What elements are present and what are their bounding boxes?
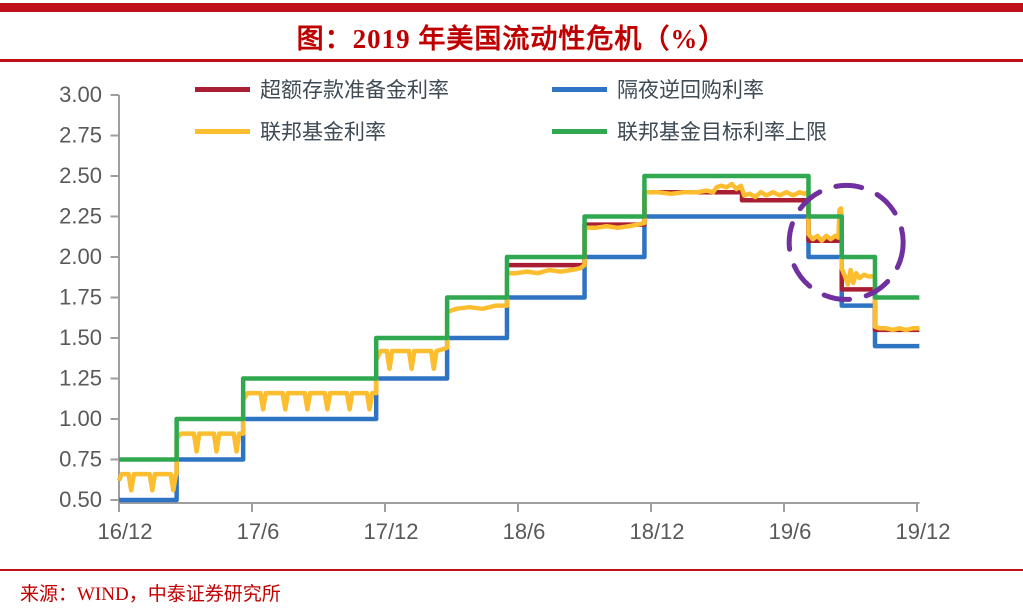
chart-title: 图：2019 年美国流动性危机（%） — [296, 24, 727, 54]
y-tick-label: 2.75 — [59, 123, 102, 148]
x-tick-label: 18/12 — [629, 519, 684, 544]
x-tick-label: 19/12 — [895, 519, 950, 544]
bottom-red-rule — [0, 569, 1023, 571]
x-tick-label: 17/12 — [363, 519, 418, 544]
legend-item-onrrp: 隔夜逆回购利率 — [552, 76, 764, 102]
legend-item-effr: 联邦基金利率 — [195, 118, 386, 144]
y-tick-label: 1.75 — [59, 285, 102, 310]
y-tick-label: 0.75 — [59, 447, 102, 472]
legend-item-target-upper: 联邦基金目标利率上限 — [552, 118, 827, 144]
y-tick-label: 2.50 — [59, 163, 102, 188]
legend-label-effr: 联邦基金利率 — [260, 120, 386, 144]
legend-swatch-ioer — [195, 86, 250, 92]
source-note: 来源：WIND，中泰证券研究所 — [20, 584, 281, 605]
crisis-annotation-circle — [786, 182, 906, 302]
y-tick-label: 3.00 — [59, 82, 102, 107]
legend-label-target-upper: 联邦基金目标利率上限 — [617, 120, 827, 144]
y-tick-label: 1.25 — [59, 366, 102, 391]
y-tick-label: 1.00 — [59, 406, 102, 431]
legend-label-ioer: 超额存款准备金利率 — [260, 78, 449, 102]
title-divider-rule — [0, 59, 1023, 62]
top-red-rule — [0, 3, 1023, 12]
y-tick-label: 1.50 — [59, 325, 102, 350]
legend-swatch-target-upper — [552, 128, 607, 134]
series-effr-line — [116, 181, 920, 493]
x-tick-label: 17/6 — [237, 519, 280, 544]
y-tick-label: 0.50 — [59, 487, 102, 512]
series-target-upper-line — [119, 173, 920, 462]
y-tick-label: 2.00 — [59, 244, 102, 269]
series-ioer-line — [506, 189, 920, 333]
legend-label-onrrp: 隔夜逆回购利率 — [617, 78, 764, 102]
legend-swatch-effr — [195, 128, 250, 134]
y-tick-label: 2.25 — [59, 204, 102, 229]
x-tick-label: 16/12 — [97, 519, 152, 544]
x-tick-label: 18/6 — [503, 519, 546, 544]
x-tick-label: 19/6 — [769, 519, 812, 544]
legend-item-ioer: 超额存款准备金利率 — [195, 76, 449, 102]
legend-swatch-onrrp — [552, 86, 607, 92]
